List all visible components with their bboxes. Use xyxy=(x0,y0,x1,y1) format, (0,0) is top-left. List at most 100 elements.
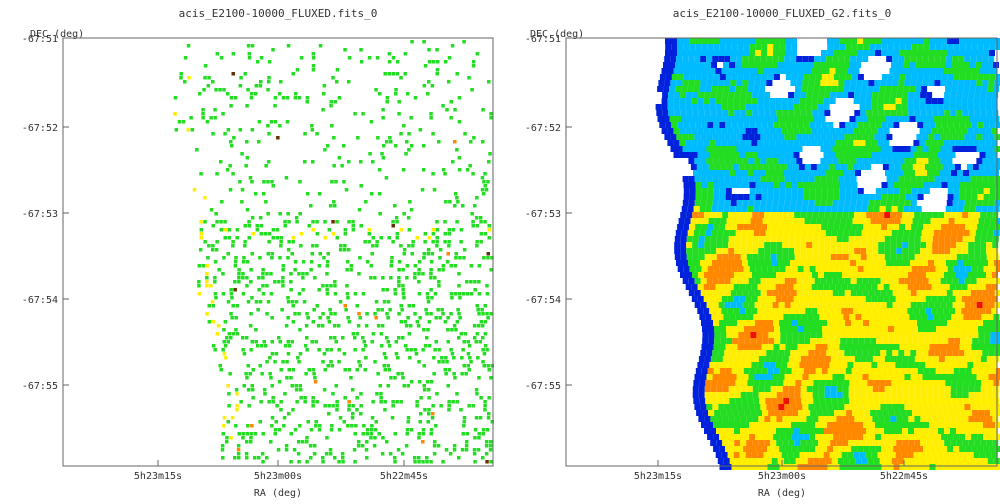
smoothed-pixel xyxy=(759,398,766,404)
smoothed-pixel xyxy=(886,200,893,206)
smoothed-pixel xyxy=(731,422,737,428)
count-pixel xyxy=(373,312,377,316)
smoothed-pixel xyxy=(788,242,795,248)
smoothed-pixel xyxy=(780,332,787,338)
count-pixel xyxy=(331,404,335,408)
smoothed-pixel xyxy=(809,224,816,230)
smoothed-pixel xyxy=(968,110,975,116)
smoothed-pixel xyxy=(970,302,977,308)
count-pixel xyxy=(251,232,256,236)
count-pixel xyxy=(263,344,268,348)
count-pixel xyxy=(357,208,362,212)
smoothed-pixel xyxy=(769,68,776,74)
smoothed-pixel xyxy=(885,314,892,320)
smoothed-pixel xyxy=(738,332,745,338)
count-pixel xyxy=(267,132,271,136)
smoothed-pixel xyxy=(899,74,906,80)
smoothed-pixel xyxy=(922,404,929,410)
count-pixel xyxy=(455,400,459,404)
count-pixel xyxy=(377,168,382,172)
smoothed-pixel xyxy=(983,422,989,428)
smoothed-pixel xyxy=(932,386,939,392)
smoothed-pixel xyxy=(710,272,716,278)
smoothed-pixel xyxy=(857,188,864,194)
smoothed-pixel xyxy=(847,152,854,158)
smoothed-pixel xyxy=(755,224,762,230)
count-pixel xyxy=(331,232,336,236)
count-pixel xyxy=(241,436,245,440)
smoothed-pixel xyxy=(700,350,707,356)
smoothed-pixel xyxy=(915,206,922,212)
smoothed-pixel xyxy=(700,80,707,86)
smoothed-pixel xyxy=(800,248,807,254)
smoothed-pixel xyxy=(901,98,908,104)
smoothed-pixel xyxy=(704,92,711,98)
count-pixel xyxy=(248,176,253,180)
smoothed-pixel xyxy=(737,194,744,200)
smoothed-pixel xyxy=(751,68,758,74)
smoothed-pixel xyxy=(738,326,744,332)
count-pixel xyxy=(447,244,451,248)
smoothed-pixel xyxy=(914,386,921,392)
smoothed-pixel xyxy=(736,404,743,410)
smoothed-pixel xyxy=(986,440,993,446)
count-pixel xyxy=(417,268,421,272)
smoothed-pixel xyxy=(904,56,911,62)
smoothed-pixel xyxy=(742,374,749,380)
count-pixel xyxy=(223,236,227,240)
smoothed-pixel xyxy=(708,218,715,224)
smoothed-pixel xyxy=(880,302,887,308)
smoothed-pixel xyxy=(869,368,876,374)
count-pixel xyxy=(265,312,269,316)
count-pixel xyxy=(304,324,309,328)
smoothed-pixel xyxy=(943,98,950,104)
smoothed-pixel xyxy=(925,68,932,74)
smoothed-pixel xyxy=(768,410,775,416)
smoothed-pixel xyxy=(799,362,806,368)
smoothed-pixel xyxy=(979,284,986,290)
smoothed-pixel xyxy=(794,236,801,242)
smoothed-pixel xyxy=(850,350,857,356)
smoothed-pixel xyxy=(832,80,839,86)
smoothed-pixel xyxy=(964,278,971,284)
count-pixel xyxy=(462,424,466,428)
smoothed-pixel xyxy=(845,320,851,326)
count-pixel xyxy=(223,132,227,136)
count-pixel xyxy=(474,388,479,392)
count-pixel xyxy=(379,236,383,240)
smoothed-pixel xyxy=(881,74,888,80)
smoothed-pixel xyxy=(928,278,935,284)
count-pixel xyxy=(246,88,250,92)
smoothed-pixel xyxy=(706,56,713,62)
smoothed-pixel xyxy=(768,338,775,344)
smoothed-pixel xyxy=(967,452,974,458)
smoothed-pixel xyxy=(825,206,832,212)
count-pixel xyxy=(235,404,239,408)
smoothed-pixel xyxy=(692,242,699,248)
smoothed-pixel xyxy=(953,446,960,452)
count-pixel xyxy=(369,432,373,436)
smoothed-pixel xyxy=(993,380,1000,386)
count-pixel xyxy=(462,248,467,252)
smoothed-pixel xyxy=(976,374,983,380)
smoothed-pixel xyxy=(719,182,726,188)
smoothed-pixel xyxy=(991,296,998,302)
smoothed-pixel xyxy=(673,98,680,104)
smoothed-pixel xyxy=(773,194,780,200)
smoothed-pixel xyxy=(688,200,695,206)
count-pixel xyxy=(350,388,355,392)
smoothed-pixel xyxy=(818,254,825,260)
smoothed-pixel xyxy=(917,422,923,428)
smoothed-pixel xyxy=(878,392,885,398)
smoothed-pixel xyxy=(782,242,789,248)
smoothed-pixel xyxy=(841,128,848,134)
smoothed-pixel xyxy=(973,296,980,302)
smoothed-pixel xyxy=(746,272,752,278)
smoothed-pixel xyxy=(871,152,878,158)
smoothed-pixel xyxy=(947,434,954,440)
smoothed-pixel xyxy=(785,464,792,470)
smoothed-pixel xyxy=(886,404,893,410)
smoothed-pixel xyxy=(890,248,897,254)
count-pixel xyxy=(381,436,385,440)
smoothed-pixel xyxy=(767,266,774,272)
